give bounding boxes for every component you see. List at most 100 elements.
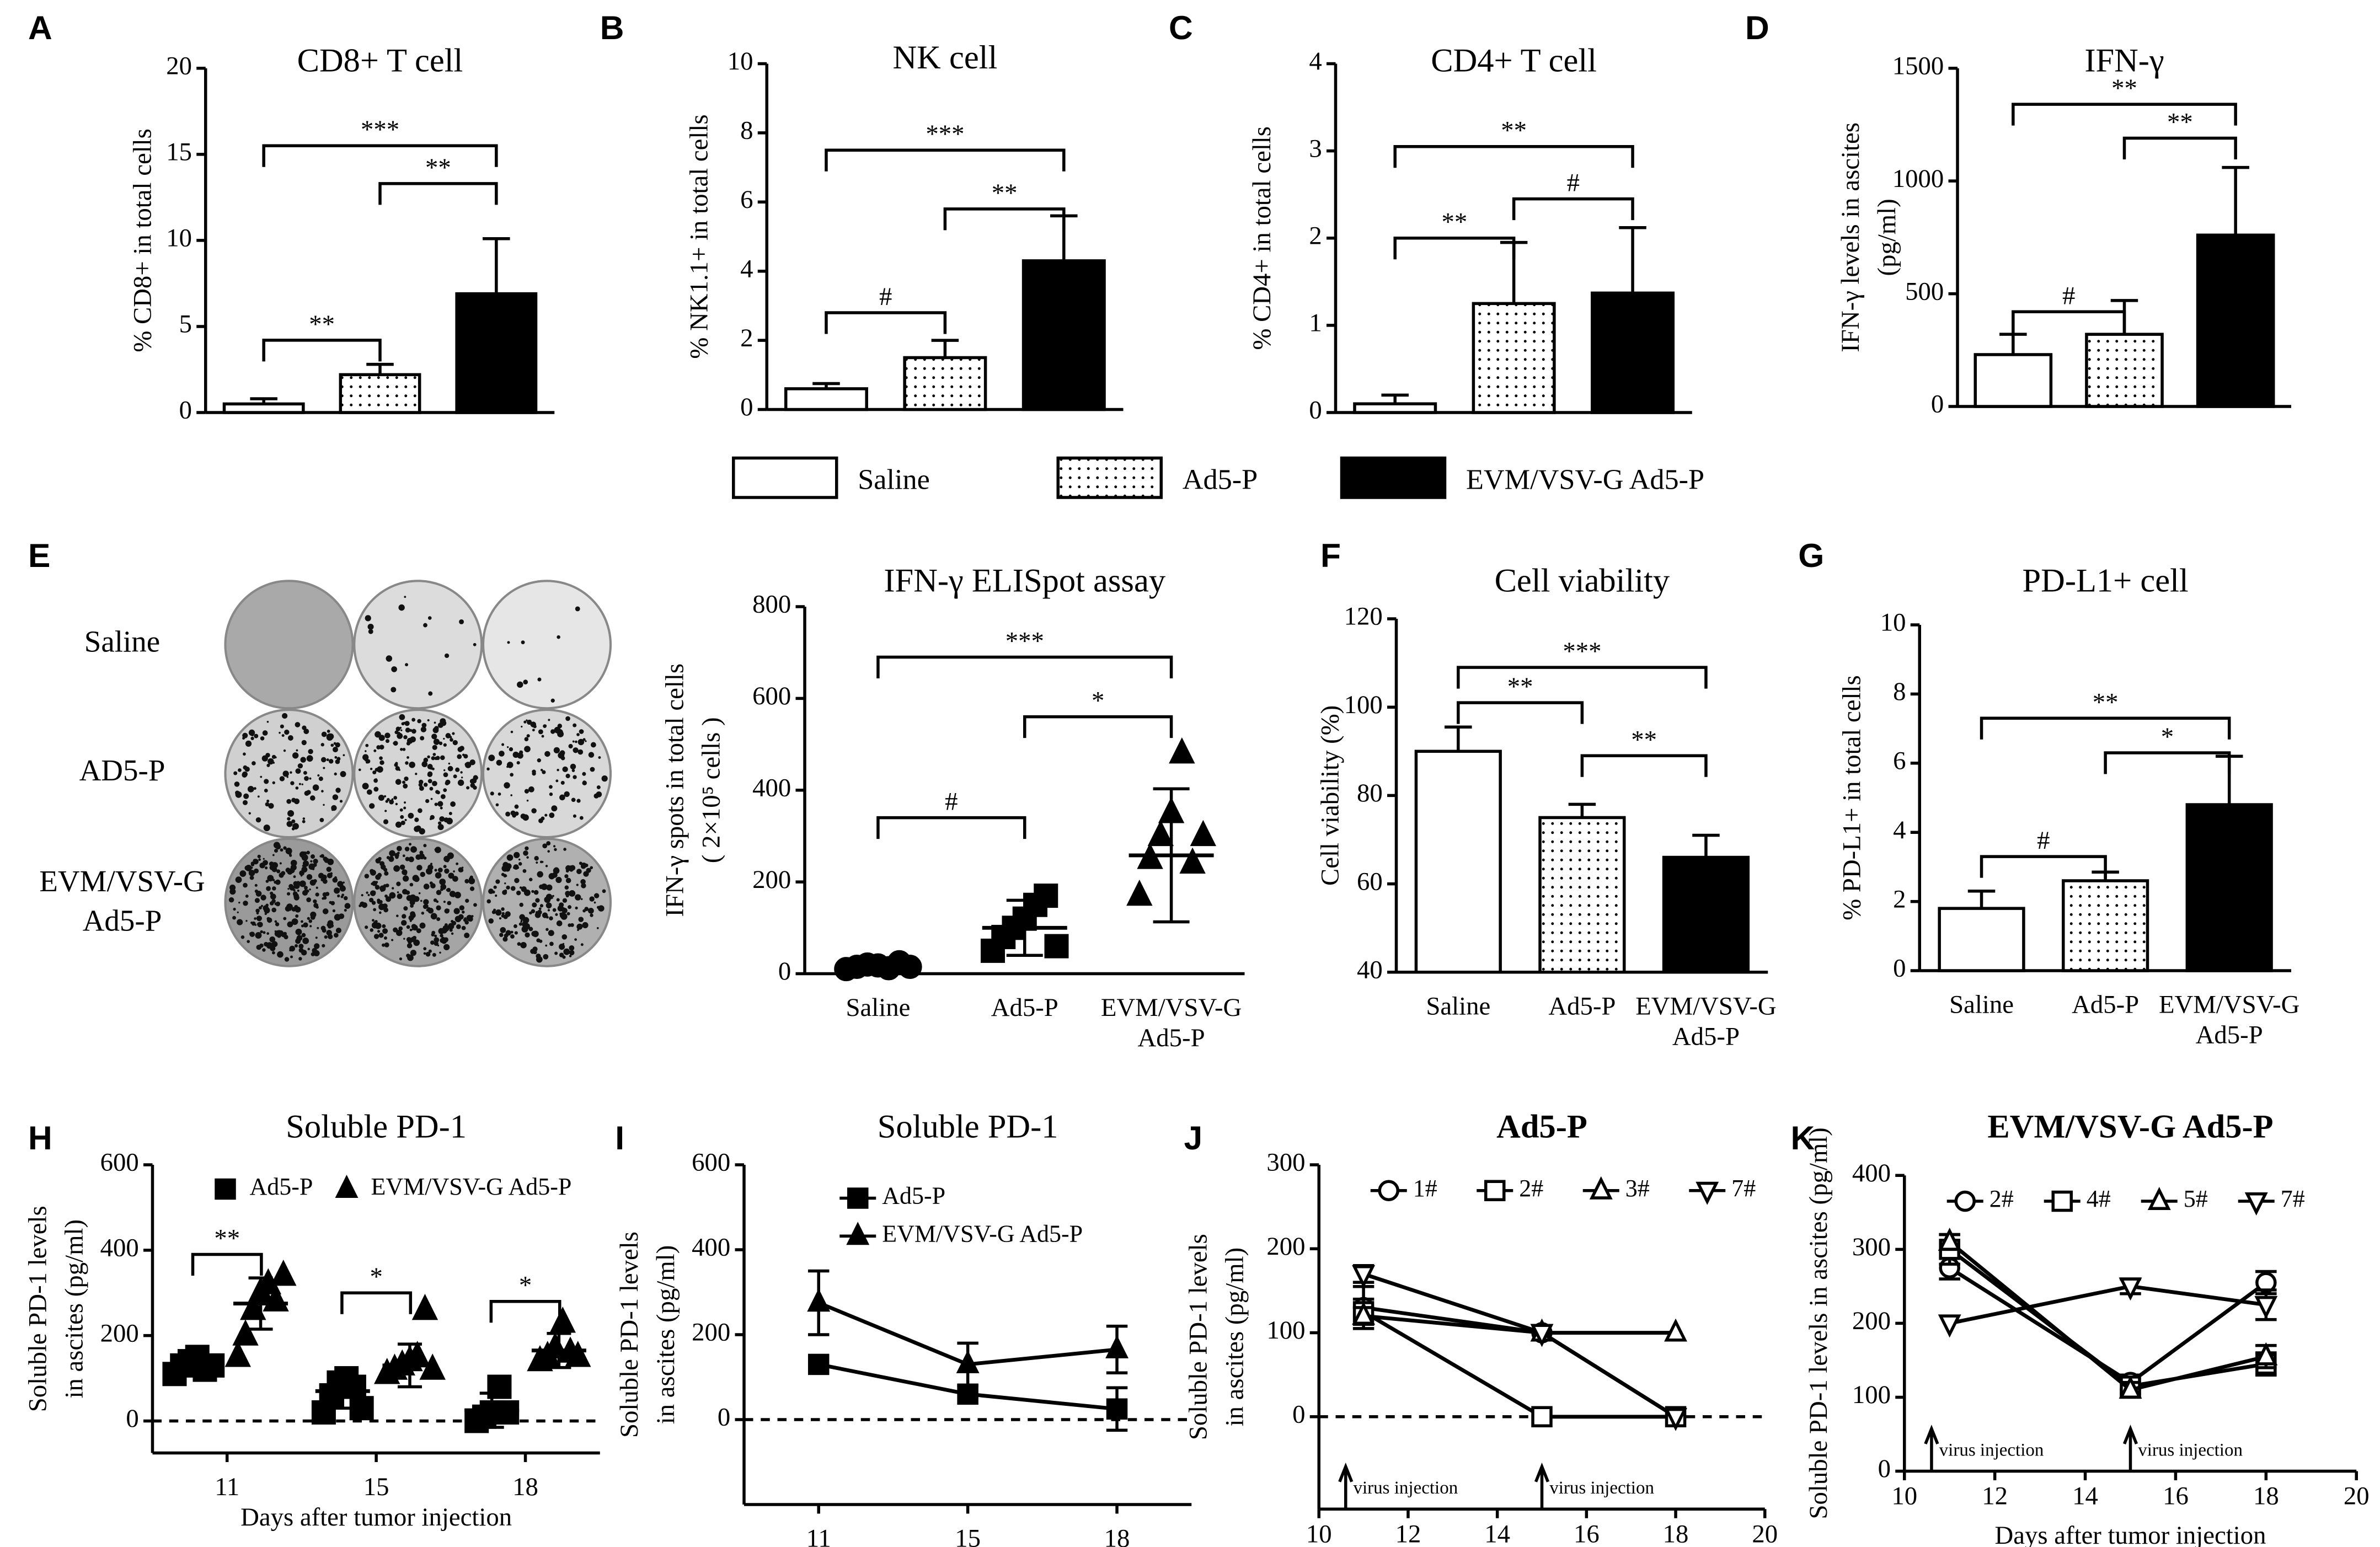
- spot: [285, 906, 291, 912]
- spot: [293, 895, 299, 901]
- plate: [353, 580, 483, 710]
- spot: [559, 944, 565, 950]
- spot: [287, 735, 293, 741]
- spot: [516, 761, 520, 765]
- spot: [519, 914, 525, 920]
- spot: [395, 779, 402, 785]
- spot: [308, 749, 313, 754]
- spot: [523, 720, 527, 724]
- spot: [378, 903, 384, 909]
- spot: [510, 886, 516, 891]
- spot: [523, 850, 528, 856]
- spot: [459, 905, 465, 911]
- spot: [473, 643, 477, 646]
- spot: [319, 818, 324, 822]
- spot: [365, 615, 371, 622]
- spot: [324, 858, 329, 863]
- spot: [526, 799, 529, 802]
- error-bar: [1445, 725, 1472, 752]
- spot: [565, 716, 570, 721]
- spot: [410, 936, 416, 943]
- spot: [257, 795, 260, 798]
- spot: [539, 939, 543, 943]
- spot: [275, 901, 281, 907]
- significance-label: #: [1567, 169, 1580, 197]
- y-tick-label: 100: [1266, 1316, 1305, 1345]
- spot: [436, 790, 440, 795]
- spot: [513, 924, 517, 928]
- spot: [319, 855, 322, 858]
- spot: [486, 899, 491, 904]
- spot: [473, 775, 478, 780]
- significance-label: **: [2167, 108, 2193, 136]
- spot: [289, 854, 292, 857]
- spot: [307, 948, 310, 951]
- spot: [456, 862, 459, 865]
- spot: [577, 738, 585, 746]
- spot: [425, 951, 431, 957]
- spot: [468, 916, 473, 922]
- spot: [362, 754, 369, 761]
- spot: [410, 904, 414, 908]
- x-tick-label: 16: [2163, 1482, 2189, 1511]
- spot: [247, 940, 250, 944]
- spot: [386, 855, 390, 859]
- spot: [399, 714, 405, 720]
- significance-bracket: [262, 144, 498, 167]
- spot: [391, 687, 397, 693]
- spot: [399, 864, 405, 870]
- spot: [598, 756, 601, 759]
- spot: [399, 808, 403, 812]
- spot: [269, 901, 274, 906]
- spot: [385, 739, 390, 743]
- marker: [1589, 1176, 1613, 1200]
- panel-letter: D: [1745, 9, 1769, 46]
- spot: [469, 886, 475, 891]
- marker: [1352, 1265, 1376, 1288]
- spot: [582, 772, 586, 776]
- spot: [375, 731, 381, 738]
- x-tick-label: 18: [1663, 1519, 1689, 1547]
- spot: [286, 821, 293, 827]
- spot: [578, 917, 584, 922]
- spot: [408, 856, 414, 863]
- spot: [320, 925, 326, 931]
- spot: [488, 918, 494, 924]
- y-axis-label: % NK1.1+ in total cells: [685, 114, 714, 358]
- spot: [245, 920, 248, 922]
- plate: [224, 708, 354, 839]
- spot: [537, 758, 541, 763]
- spot: [250, 921, 253, 924]
- spot: [237, 919, 243, 925]
- y-tick-label: 15: [166, 138, 192, 167]
- spot: [256, 944, 261, 950]
- spot: [411, 729, 416, 734]
- spot: [432, 753, 436, 756]
- chart-title: Soluble PD-1: [286, 1109, 467, 1145]
- spot: [335, 927, 341, 934]
- error-bar: [1568, 802, 1596, 818]
- marker: [1105, 1335, 1129, 1358]
- spot: [272, 951, 275, 955]
- spot: [453, 908, 460, 914]
- spot: [405, 761, 409, 765]
- marker: [224, 1341, 252, 1367]
- spot: [249, 873, 252, 875]
- bar: [1662, 855, 1750, 974]
- spot: [290, 771, 292, 774]
- spot: [554, 848, 557, 852]
- spot: [466, 786, 470, 790]
- spot: [570, 923, 574, 927]
- spot: [260, 904, 263, 907]
- spot: [295, 722, 301, 727]
- marker: [807, 1353, 830, 1375]
- spot: [263, 931, 266, 934]
- bar: [1353, 402, 1437, 414]
- spot: [283, 932, 287, 936]
- arrow: [1534, 1462, 1550, 1509]
- spot: [274, 920, 277, 923]
- spot: [306, 790, 311, 795]
- spot: [416, 865, 422, 871]
- legend-swatch: [1056, 456, 1163, 499]
- spot: [295, 938, 301, 944]
